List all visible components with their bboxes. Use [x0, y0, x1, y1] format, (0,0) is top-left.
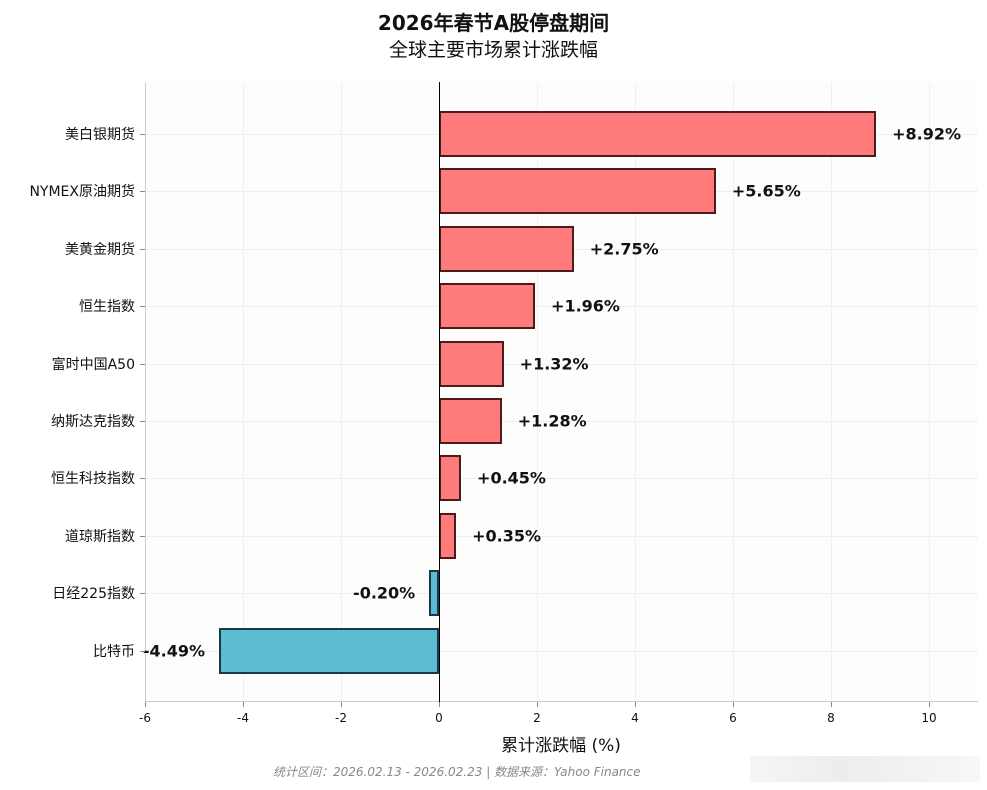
y-tick-mark — [140, 651, 145, 652]
y-axis-line — [145, 82, 146, 702]
h-grid-line — [145, 364, 978, 365]
y-category-label: 富时中国A50 — [51, 357, 135, 373]
bar-negative — [218, 628, 439, 674]
bar-positive — [439, 283, 536, 329]
x-tick-label: -4 — [237, 711, 249, 725]
x-tick-label: 4 — [631, 711, 639, 725]
bar-positive — [439, 226, 574, 272]
x-axis-label: 累计涨跌幅 (%) — [501, 736, 621, 756]
y-tick-mark — [140, 306, 145, 307]
v-grid-line — [733, 82, 734, 702]
y-tick-mark — [140, 191, 145, 192]
chart-title-line1: 2026年春节A股停盘期间 — [377, 11, 610, 35]
h-grid-line — [145, 421, 978, 422]
y-tick-mark — [140, 421, 145, 422]
x-tick-label: 8 — [827, 711, 835, 725]
y-category-label: NYMEX原油期货 — [29, 184, 135, 200]
x-tick-mark — [831, 702, 832, 707]
x-tick-label: 6 — [729, 711, 737, 725]
bar-positive — [439, 513, 457, 559]
bar-value-label: +1.32% — [519, 354, 589, 374]
watermark — [750, 756, 980, 782]
y-tick-mark — [140, 593, 145, 594]
y-category-label: 纳斯达克指数 — [51, 414, 135, 430]
x-tick-mark — [537, 702, 538, 707]
x-tick-mark — [439, 702, 440, 707]
y-category-label: 比特币 — [93, 644, 135, 660]
v-grid-line — [929, 82, 930, 702]
bar-value-label: +1.96% — [551, 296, 620, 316]
h-grid-line — [145, 478, 978, 479]
h-grid-line — [145, 306, 978, 307]
x-tick-mark — [145, 702, 146, 707]
x-tick-label: 2 — [533, 711, 541, 725]
h-grid-line — [145, 536, 978, 537]
bar-value-label: +5.65% — [731, 181, 801, 201]
bar-positive — [439, 398, 502, 444]
bar-value-label: -0.20% — [353, 583, 416, 603]
v-grid-line — [341, 82, 342, 702]
y-category-label: 美黄金期货 — [65, 242, 135, 258]
y-category-label: 恒生指数 — [79, 299, 135, 315]
x-tick-mark — [929, 702, 930, 707]
v-grid-line — [537, 82, 538, 702]
y-tick-mark — [140, 364, 145, 365]
y-category-label: 美白银期货 — [65, 127, 135, 143]
bar-value-label: +1.28% — [517, 411, 587, 431]
chart-title-line2: 全球主要市场累计涨跌幅 — [388, 39, 598, 61]
x-tick-label: -2 — [335, 711, 347, 725]
zero-line — [439, 82, 440, 702]
bar-positive — [439, 168, 716, 214]
x-tick-mark — [243, 702, 244, 707]
x-axis-line — [145, 701, 978, 702]
footnote: 统计区间：2026.02.13 - 2026.02.23 | 数据来源：Yaho… — [273, 765, 641, 779]
bar-value-label: -4.49% — [142, 641, 205, 661]
y-category-label: 日经225指数 — [52, 586, 135, 602]
x-tick-mark — [635, 702, 636, 707]
x-tick-label: 0 — [435, 711, 443, 725]
x-tick-label: 10 — [921, 711, 937, 725]
bar-value-label: +8.92% — [892, 124, 961, 144]
v-grid-line — [635, 82, 636, 702]
bar-value-label: +0.35% — [472, 526, 542, 546]
bar-positive — [439, 341, 504, 387]
x-tick-mark — [341, 702, 342, 707]
y-tick-mark — [140, 134, 145, 135]
x-tick-label: -6 — [139, 711, 151, 725]
y-category-label: 恒生科技指数 — [51, 471, 135, 487]
bar-value-label: +0.45% — [477, 468, 546, 488]
v-grid-line — [243, 82, 244, 702]
v-grid-line — [831, 82, 832, 702]
y-tick-mark — [140, 536, 145, 537]
h-grid-line — [145, 593, 978, 594]
y-tick-mark — [140, 249, 145, 250]
bar-positive — [439, 111, 877, 157]
bar-negative — [429, 570, 439, 616]
bar-value-label: +2.75% — [589, 239, 659, 259]
x-tick-mark — [733, 702, 734, 707]
bar-positive — [439, 455, 462, 501]
y-tick-mark — [140, 478, 145, 479]
h-grid-line — [145, 651, 978, 652]
y-category-label: 道琼斯指数 — [65, 529, 135, 545]
